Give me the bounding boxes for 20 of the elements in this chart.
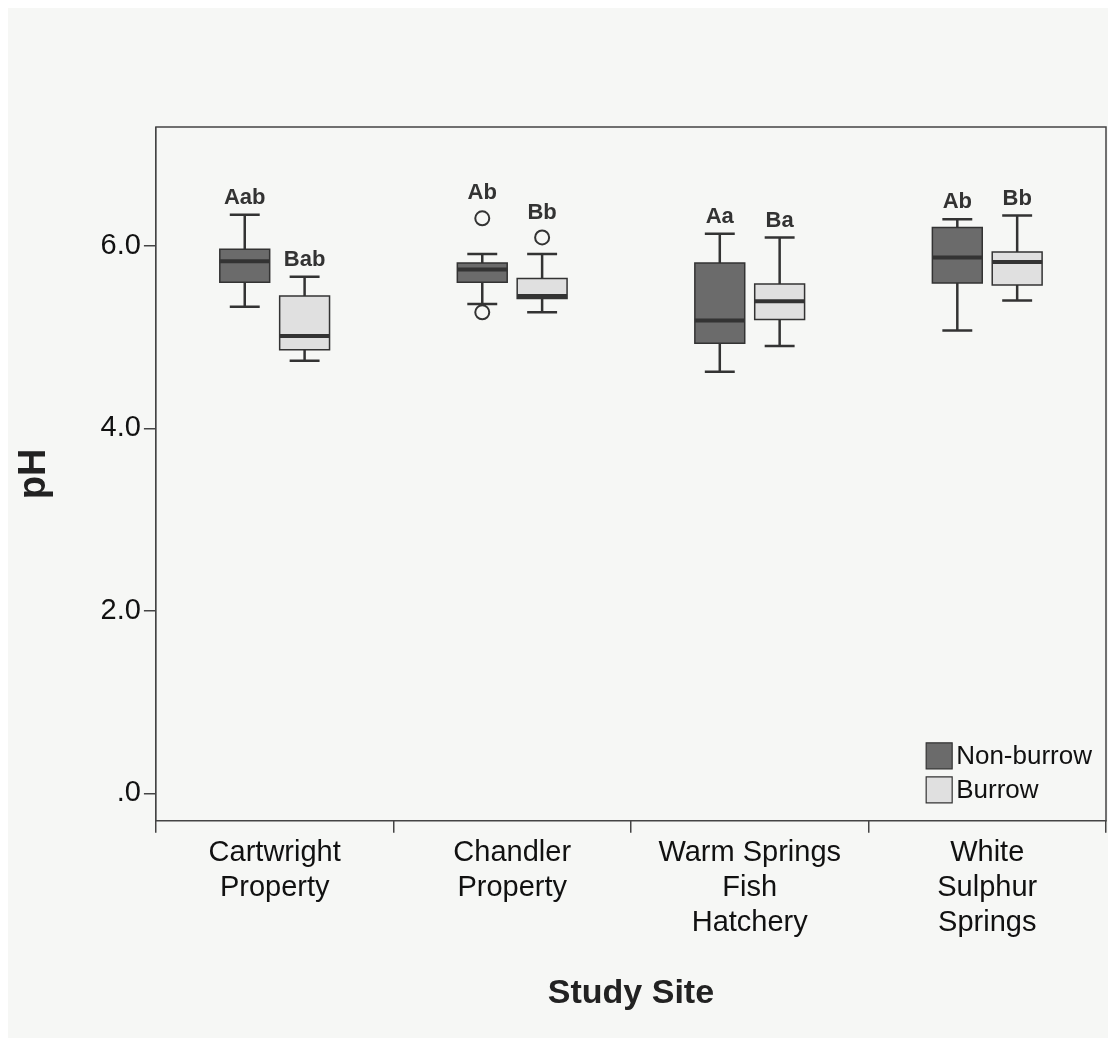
x-tick-label: Warm Springs Fish Hatchery	[658, 835, 842, 937]
x-axis-title: Study Site	[547, 971, 715, 1010]
annotation: Bb	[527, 198, 557, 224]
y-tick-label: 2.0	[100, 592, 141, 625]
x-tick-label: Chandler Property	[453, 835, 572, 902]
annotation: Bb	[1002, 184, 1032, 210]
x-tick-label: Cartwright Property	[208, 835, 341, 902]
annotation: Aa	[705, 202, 735, 228]
annotation: Ba	[765, 206, 795, 232]
annotation: Ab	[467, 179, 497, 205]
legend-label: Non-burrow	[956, 739, 1093, 770]
annotation: Ab	[942, 188, 972, 214]
legend-label: Burrow	[956, 773, 1039, 804]
y-axis-title: pH	[11, 448, 54, 500]
y-tick-label: 6.0	[100, 227, 141, 260]
y-tick-label: 4.0	[100, 410, 141, 443]
x-tick-label: White Sulphur Springs	[937, 835, 1038, 937]
y-tick-label: .0	[116, 775, 141, 808]
annotation: Bab	[283, 245, 326, 271]
annotation: Aab	[223, 183, 266, 209]
